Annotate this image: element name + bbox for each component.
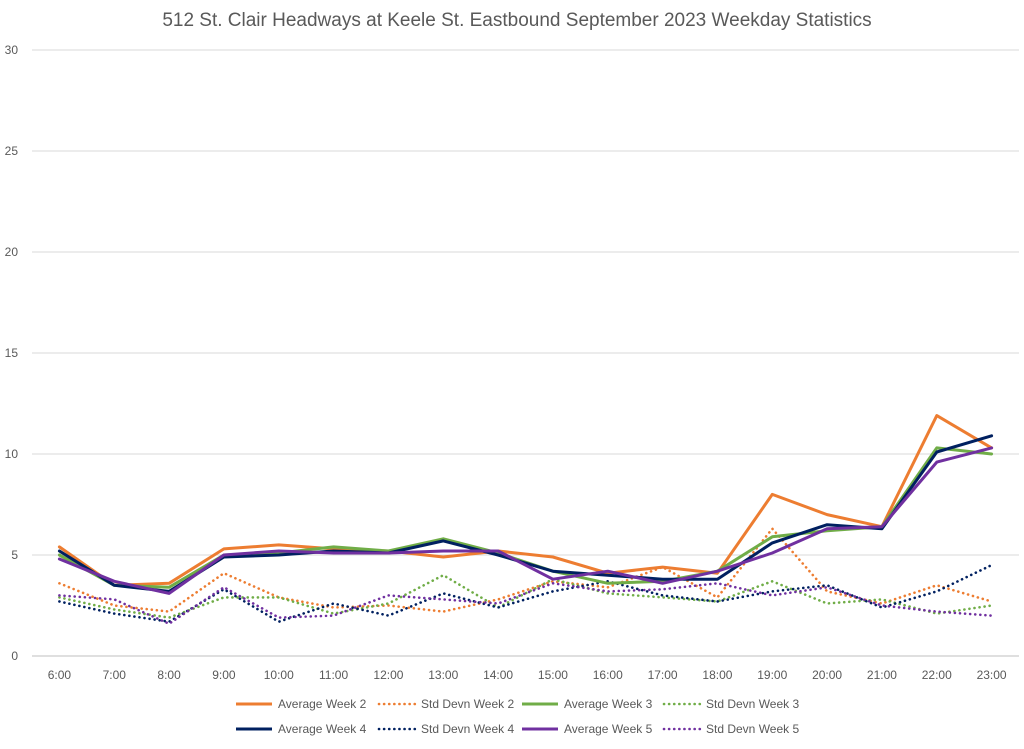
gridlines: [32, 49, 1019, 657]
x-tick-label: 20:00: [812, 668, 842, 682]
legend-entry: Average Week 3: [522, 697, 653, 711]
x-tick-label: 13:00: [428, 668, 458, 682]
series-lines: [57, 414, 994, 626]
y-tick-label: 0: [11, 649, 18, 663]
x-tick-label: 15:00: [538, 668, 568, 682]
x-tick-label: 16:00: [593, 668, 623, 682]
y-tick-label: 15: [5, 346, 19, 360]
legend-label: Std Devn Week 3: [706, 697, 799, 711]
x-tick-label: 12:00: [373, 668, 403, 682]
x-tick-label: 6:00: [48, 668, 72, 682]
x-axis-ticks: 6:00 7:00 8:00 9:00 10:00 11:00 12:00 13:00 14:0…: [48, 668, 1007, 682]
legend-label: Average Week 4: [278, 722, 367, 736]
series-line: [57, 414, 994, 587]
legend: Average Week 2 Std Devn Week 2 Average Wee…: [236, 697, 799, 736]
x-tick-label: 23:00: [977, 668, 1007, 682]
x-tick-label: 10:00: [264, 668, 294, 682]
x-tick-label: 14:00: [483, 668, 513, 682]
x-tick-label: 8:00: [157, 668, 181, 682]
x-tick-label: 22:00: [922, 668, 952, 682]
legend-label: Std Devn Week 4: [421, 722, 514, 736]
legend-entry: Std Devn Week 2: [377, 697, 514, 711]
legend-entry: Average Week 5: [522, 722, 653, 736]
legend-label: Average Week 3: [564, 697, 653, 711]
series-line: [58, 527, 993, 613]
y-tick-label: 20: [5, 245, 19, 259]
series-line: [58, 581, 993, 626]
legend-entry: Std Devn Week 5: [662, 722, 799, 736]
y-tick-label: 30: [5, 43, 19, 57]
chart-title: 512 St. Clair Headways at Keele St. East…: [162, 10, 871, 31]
x-tick-label: 18:00: [702, 668, 732, 682]
y-tick-label: 5: [11, 548, 18, 562]
x-tick-label: 19:00: [757, 668, 787, 682]
legend-entry: Std Devn Week 4: [377, 722, 514, 736]
x-tick-label: 7:00: [103, 668, 127, 682]
x-tick-label: 21:00: [867, 668, 897, 682]
legend-entry: Average Week 2: [236, 697, 367, 711]
legend-label: Average Week 2: [278, 697, 367, 711]
legend-entry: Average Week 4: [236, 722, 367, 736]
y-axis-ticks: 0 5 10 15 20 25 30: [5, 43, 19, 663]
legend-label: Std Devn Week 2: [421, 697, 514, 711]
series-line: [57, 446, 994, 595]
y-tick-label: 25: [5, 144, 19, 158]
x-tick-label: 17:00: [648, 668, 678, 682]
legend-label: Std Devn Week 5: [706, 722, 799, 736]
legend-label: Average Week 5: [564, 722, 653, 736]
y-tick-label: 10: [5, 447, 19, 461]
x-tick-label: 11:00: [319, 668, 348, 682]
x-tick-label: 9:00: [212, 668, 236, 682]
legend-entry: Std Devn Week 3: [662, 697, 799, 711]
